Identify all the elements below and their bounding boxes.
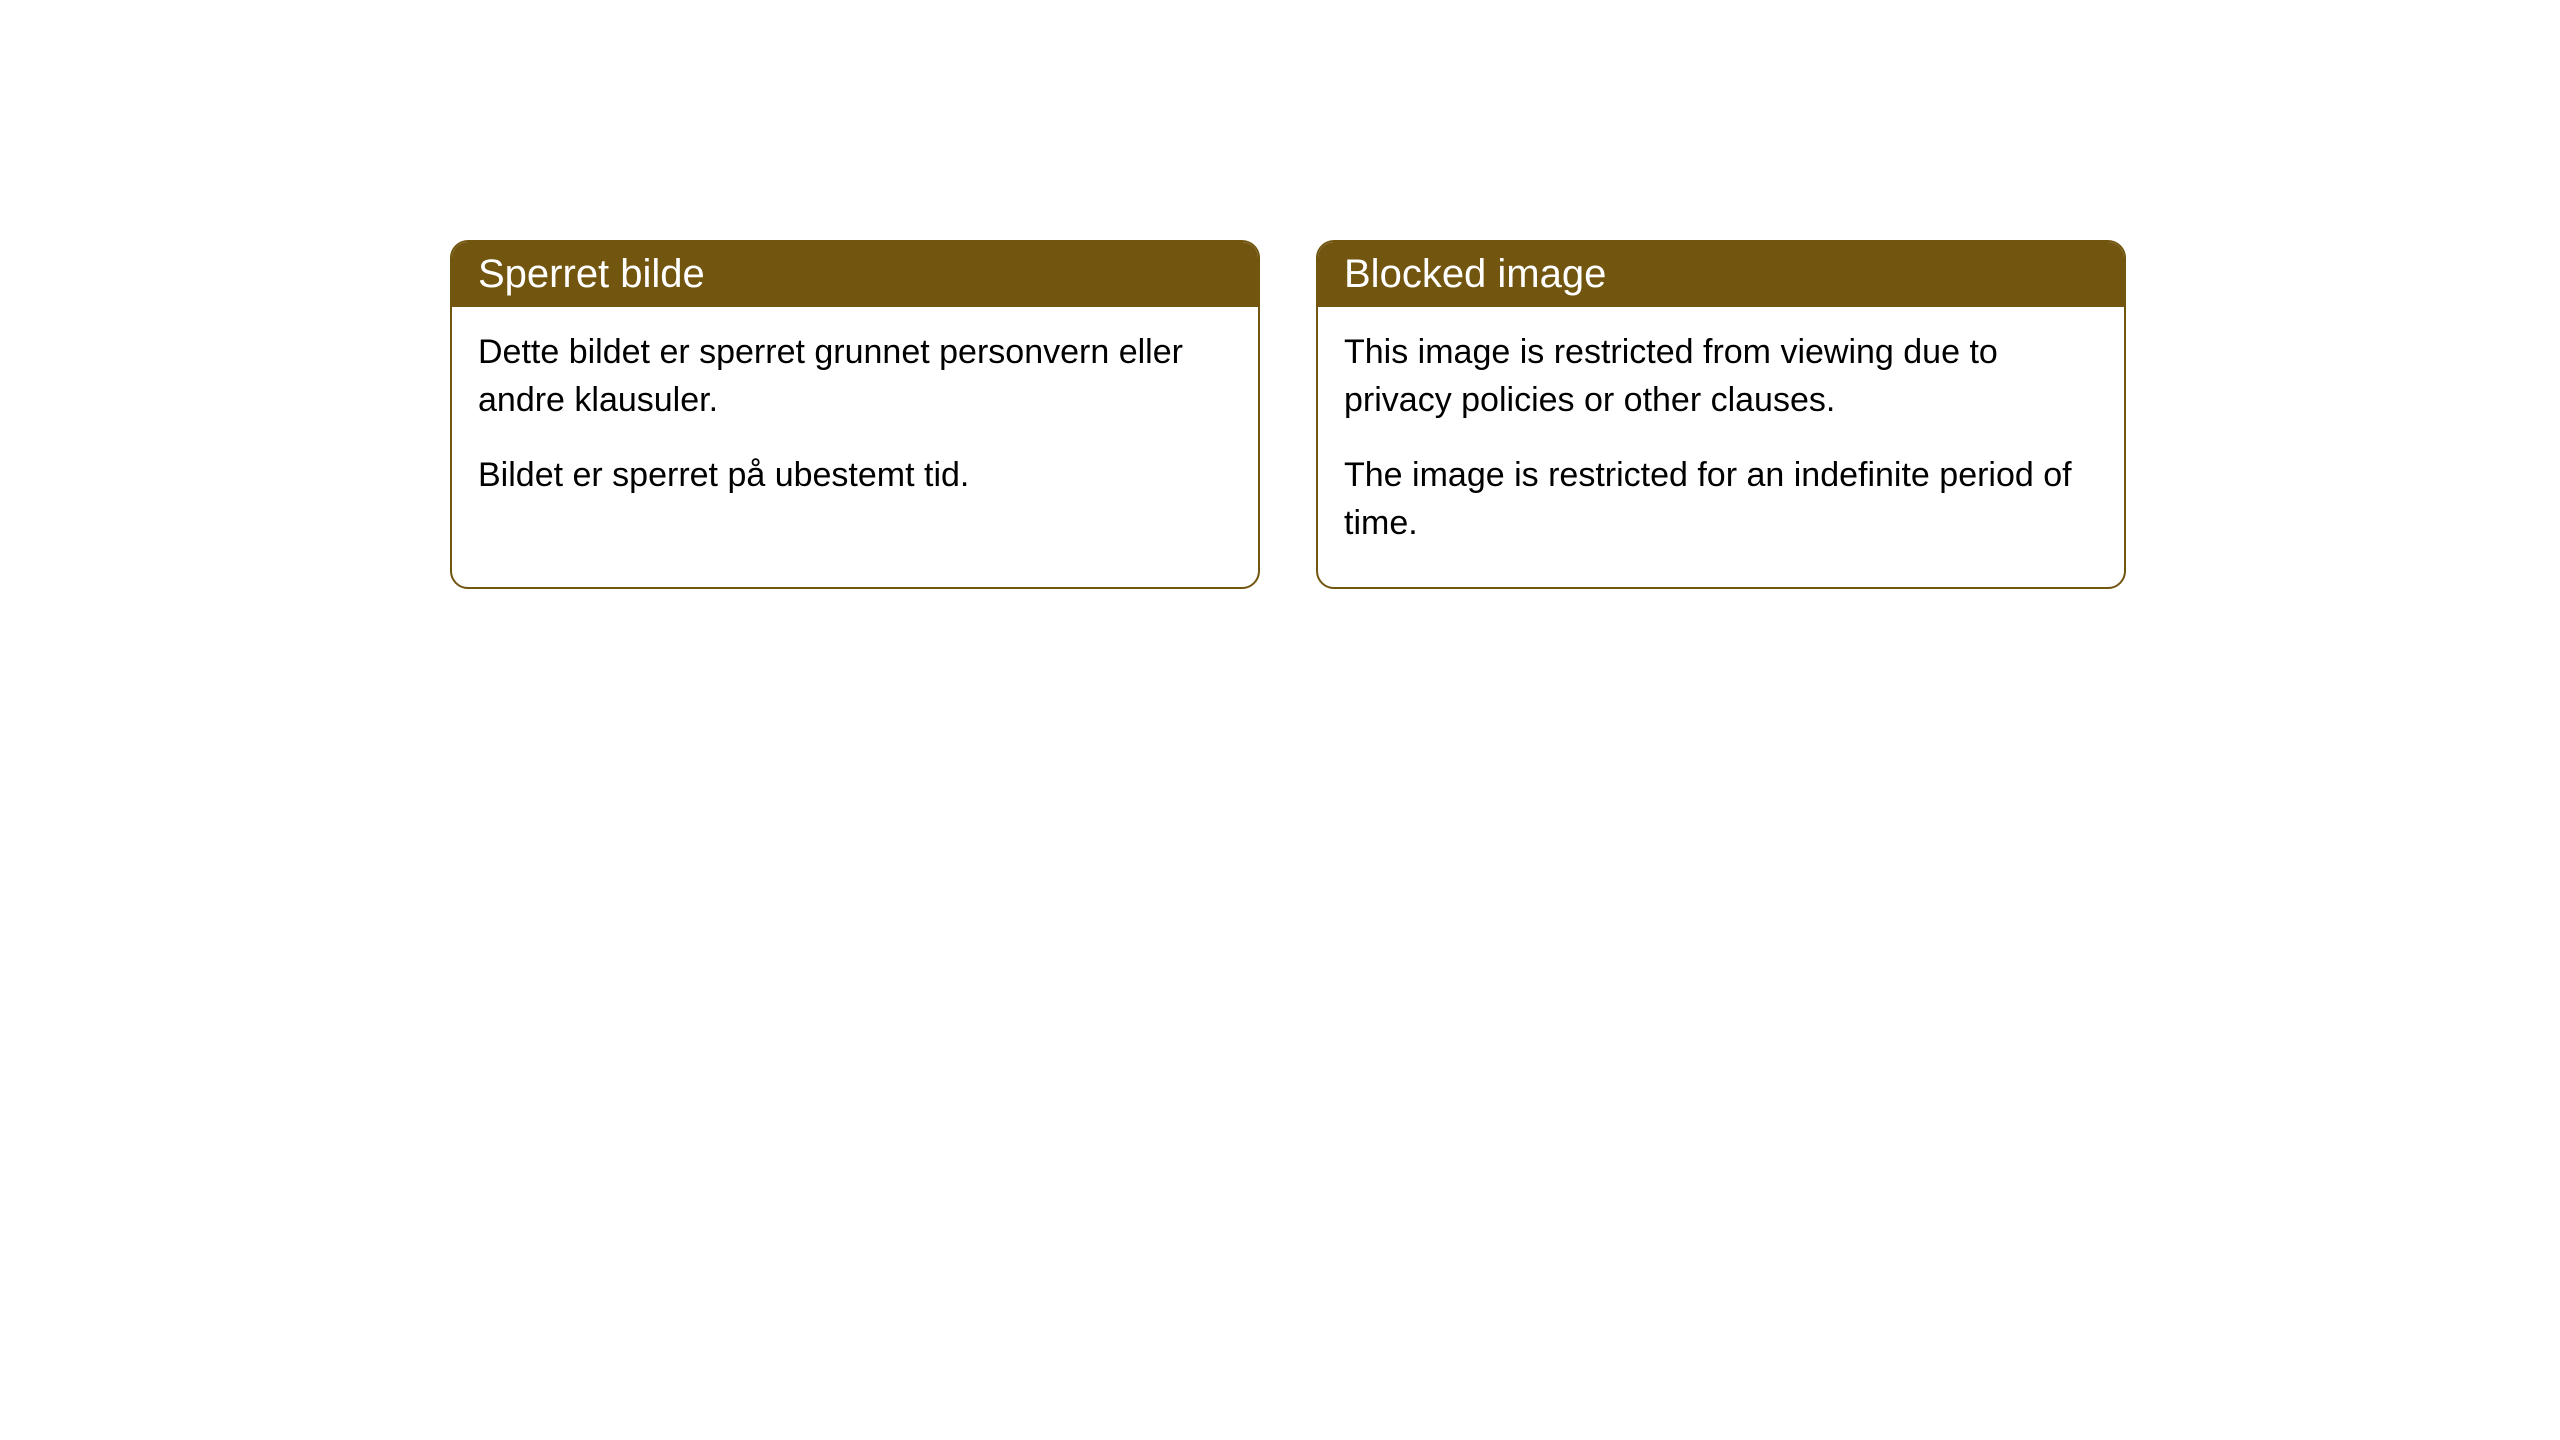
card-paragraph: This image is restricted from viewing du… [1344,329,2098,424]
card-paragraph: Dette bildet er sperret grunnet personve… [478,329,1232,424]
card-english: Blocked image This image is restricted f… [1316,240,2126,589]
cards-container: Sperret bilde Dette bildet er sperret gr… [450,240,2126,589]
card-paragraph: Bildet er sperret på ubestemt tid. [478,452,1232,500]
card-body-english: This image is restricted from viewing du… [1318,307,2124,587]
card-paragraph: The image is restricted for an indefinit… [1344,452,2098,547]
card-header-english: Blocked image [1318,242,2124,307]
card-header-norwegian: Sperret bilde [452,242,1258,307]
card-norwegian: Sperret bilde Dette bildet er sperret gr… [450,240,1260,589]
card-body-norwegian: Dette bildet er sperret grunnet personve… [452,307,1258,540]
